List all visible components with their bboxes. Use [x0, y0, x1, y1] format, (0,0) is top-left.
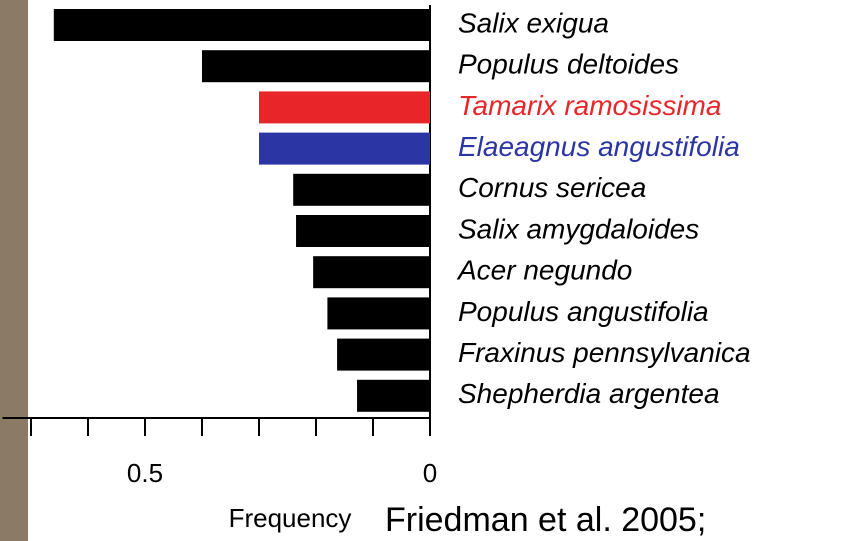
category-label: Tamarix ramosissima [458, 90, 721, 121]
category-label: Fraxinus pennsylvanica [458, 337, 751, 368]
background-photo-strip [0, 0, 28, 541]
annotation: Friedman et al. 2005; [385, 501, 706, 539]
bar [327, 297, 430, 330]
bar [313, 256, 430, 289]
category-label: Elaeagnus angustifolia [458, 131, 740, 162]
category-label: Cornus sericea [458, 172, 646, 203]
x-tick-label: 0 [423, 458, 437, 488]
category-label: Salix amygdaloides [458, 213, 699, 244]
category-label: Acer negundo [456, 255, 632, 286]
bar [259, 91, 430, 124]
bar [53, 9, 431, 41]
bar [357, 379, 430, 412]
category-label: Populus angustifolia [458, 296, 709, 327]
category-label: Populus deltoides [458, 49, 679, 80]
x-tick-label: 0.5 [127, 458, 163, 488]
bar [337, 338, 430, 371]
bar [202, 50, 430, 83]
bar [296, 215, 430, 247]
category-label: Salix exigua [458, 7, 609, 38]
bar [259, 132, 430, 165]
bar [293, 173, 430, 206]
category-label: Shepherdia argentea [458, 378, 720, 409]
x-axis-label: Frequency [229, 503, 352, 533]
